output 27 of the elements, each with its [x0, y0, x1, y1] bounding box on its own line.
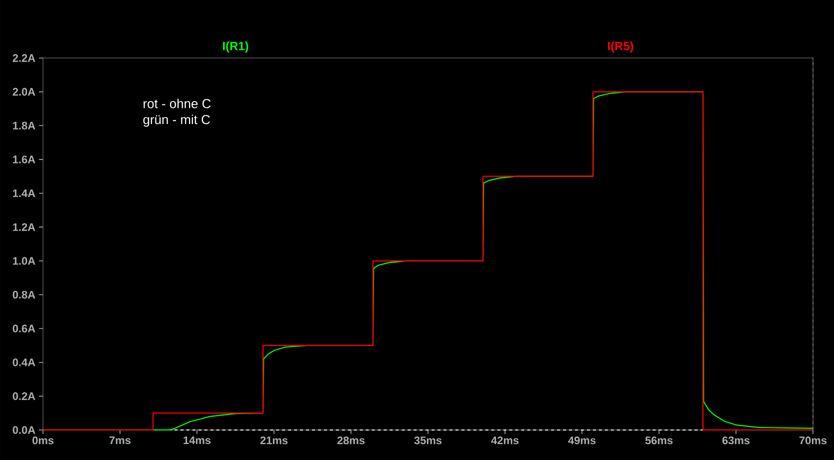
x-tick-label: 7ms — [110, 436, 131, 444]
y-tick-label: 2.0A — [12, 88, 36, 96]
x-tick-label: 35ms — [414, 436, 442, 444]
y-tick-label: 0.8A — [12, 290, 36, 299]
y-tick-label: 0.2A — [12, 392, 36, 400]
x-tick-label: 21ms — [260, 436, 288, 444]
y-tick-label: 0.4A — [12, 358, 36, 366]
x-tick-label: 49ms — [568, 436, 596, 444]
x-tick-label: 14ms — [184, 436, 211, 444]
x-tick-label: 0ms — [32, 436, 54, 444]
y-tick-label: 1.6A — [13, 156, 36, 164]
y-tick-label: 1.4A — [13, 190, 36, 198]
x-tick-label: 28ms — [337, 436, 365, 444]
text: I(R5) — [608, 41, 634, 53]
y-tick-label: 1.2A — [13, 223, 36, 231]
x-tick-label: 70ms — [799, 436, 827, 444]
y-tick-label: 0.0A — [12, 426, 36, 434]
y-tick-label: 2.2A — [12, 54, 36, 62]
annotation: rot - ohne C — [144, 98, 211, 108]
x-tick-label: 42ms — [491, 436, 519, 444]
y-tick-label: 1.8A — [13, 122, 36, 130]
y-tick-label: 0.6A — [12, 324, 36, 332]
annotation: grün - mit C — [143, 114, 210, 127]
text: I(R1) — [223, 41, 248, 53]
x-tick-label: 63ms — [722, 436, 750, 444]
y-tick-label: 1.0A — [13, 257, 36, 265]
x-tick-label: 56ms — [645, 436, 673, 444]
